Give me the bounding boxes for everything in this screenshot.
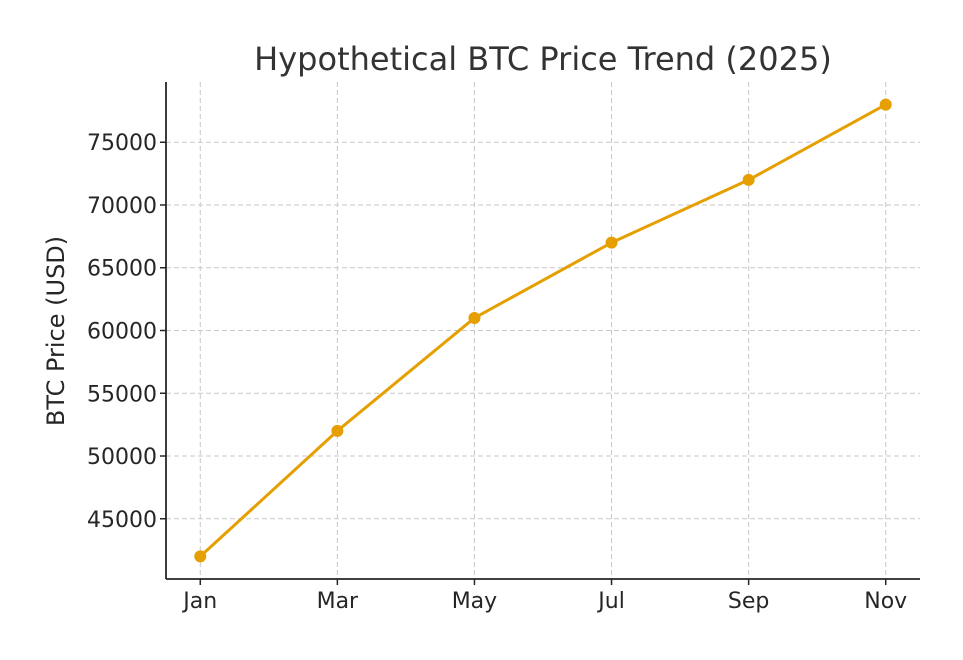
x-tick-label: Jan [181, 589, 217, 614]
data-point [742, 173, 755, 186]
x-tick-label: Mar [317, 589, 359, 614]
data-point [879, 98, 892, 111]
x-tick-label: Jul [596, 589, 625, 614]
y-axis-label: BTC Price (USD) [42, 236, 70, 426]
y-tick-label: 45000 [87, 508, 157, 533]
y-tick-label: 70000 [87, 194, 157, 219]
x-tick-label: Nov [864, 589, 907, 614]
chart-title: Hypothetical BTC Price Trend (2025) [254, 40, 832, 78]
series-line [199, 103, 887, 558]
y-tick-label: 55000 [87, 382, 157, 407]
data-point [194, 550, 207, 563]
data-point [331, 424, 344, 437]
y-tick-label: 50000 [87, 445, 157, 470]
data-point [605, 236, 618, 249]
y-tick-label: 75000 [87, 131, 157, 156]
x-tick-label: Sep [728, 589, 769, 614]
data-point [468, 311, 481, 324]
x-tick-label: May [452, 589, 497, 614]
y-tick-label: 65000 [87, 257, 157, 282]
y-tick-label: 60000 [87, 320, 157, 345]
